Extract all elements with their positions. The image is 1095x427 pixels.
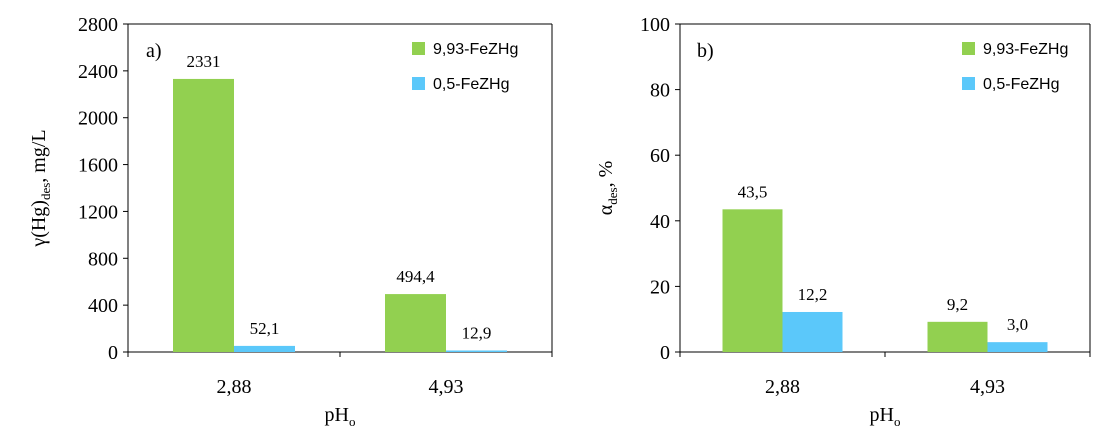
y-tick-label: 2000 — [78, 108, 118, 130]
data-label: 52,1 — [250, 319, 280, 338]
bar-series-2 — [234, 345, 295, 352]
x-axis-ticks: 2,88 4,93 — [679, 352, 1091, 398]
bar-series-1 — [927, 321, 988, 352]
x-tick-label: 4,93 — [429, 376, 464, 398]
data-labels: 43,5 12,2 9,2 3,0 — [738, 182, 1029, 334]
y-tick-label: 0 — [108, 342, 118, 364]
data-label: 12,2 — [798, 285, 828, 304]
x-axis-title: pHo — [870, 404, 901, 427]
legend-swatch-series-1 — [412, 42, 425, 55]
y-axis-ticks: 0 20 40 60 80 100 — [640, 14, 680, 364]
bar-series-1 — [722, 209, 783, 352]
y-tick-label: 0 — [660, 342, 670, 364]
legend: 9,93-FeZHg 0,5-FeZHg — [962, 41, 1068, 93]
legend-label-series-2: 0,5-FeZHg — [433, 76, 509, 93]
y-axis-title: γ(Hg)des, mg/L — [28, 129, 53, 247]
y-tick-label: 1200 — [78, 201, 118, 223]
y-tick-label: 60 — [650, 145, 670, 167]
data-label: 2331 — [187, 52, 221, 71]
bar-series-1 — [385, 294, 446, 352]
bars — [173, 78, 507, 352]
legend-swatch-series-2 — [962, 77, 975, 90]
y-tick-label: 2800 — [78, 14, 118, 36]
y-tick-label: 1600 — [78, 155, 118, 177]
data-label: 12,9 — [462, 323, 492, 342]
data-label: 43,5 — [738, 182, 768, 201]
bar-series-1 — [173, 78, 234, 352]
x-axis-title: pHo — [325, 404, 356, 427]
x-tick-label: 2,88 — [217, 376, 252, 398]
panel-label: a) — [146, 40, 162, 62]
x-tick-label: 4,93 — [970, 376, 1005, 398]
bar-series-2 — [782, 311, 843, 352]
bar-series-2 — [987, 342, 1048, 352]
legend: 9,93-FeZHg 0,5-FeZHg — [412, 41, 518, 93]
panel-label: b) — [697, 40, 714, 62]
x-axis-ticks: 2,88 4,93 — [127, 352, 553, 398]
y-axis-ticks: 0 400 800 1200 1600 2000 2400 2800 — [78, 14, 128, 364]
x-tick-label: 2,88 — [765, 376, 800, 398]
y-tick-label: 800 — [88, 248, 118, 270]
data-label: 9,2 — [947, 295, 968, 314]
y-tick-label: 80 — [650, 80, 670, 102]
data-label: 3,0 — [1007, 315, 1028, 334]
bars — [722, 209, 1048, 352]
bar-series-2 — [446, 350, 507, 352]
y-tick-label: 400 — [88, 295, 118, 317]
legend-label-series-1: 9,93-FeZHg — [983, 41, 1068, 58]
y-tick-label: 2400 — [78, 61, 118, 83]
data-labels: 2331 52,1 494,4 12,9 — [187, 52, 492, 343]
y-tick-label: 20 — [650, 276, 670, 298]
y-tick-label: 40 — [650, 211, 670, 233]
y-axis-title: αdes, % — [595, 161, 620, 216]
legend-label-series-1: 9,93-FeZHg — [433, 41, 518, 58]
legend-swatch-series-1 — [962, 42, 975, 55]
data-label: 494,4 — [396, 267, 435, 286]
legend-label-series-2: 0,5-FeZHg — [983, 76, 1059, 93]
y-tick-label: 100 — [640, 14, 670, 36]
legend-swatch-series-2 — [412, 77, 425, 90]
